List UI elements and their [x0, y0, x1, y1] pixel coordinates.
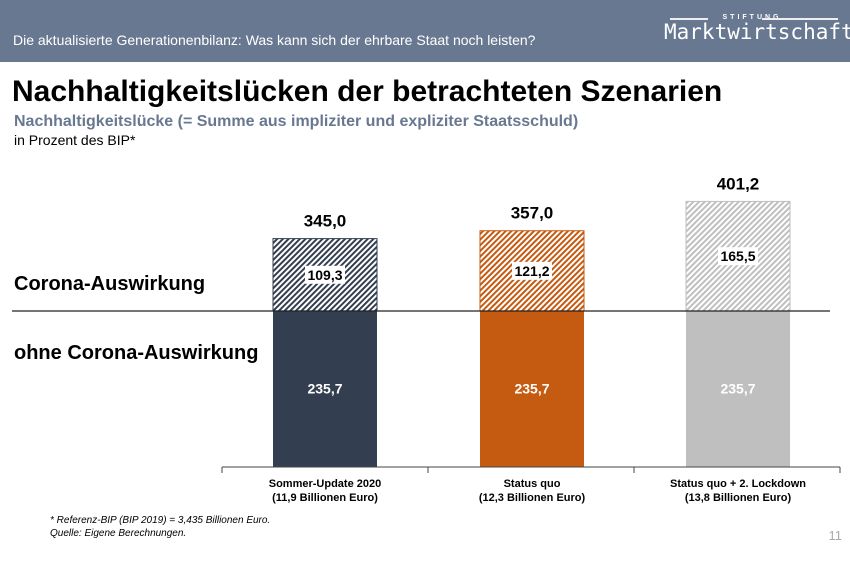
category-label: Status quo + 2. Lockdown (13,8 Billionen … — [638, 477, 838, 505]
unit-label: in Prozent des BIP* — [14, 132, 136, 148]
bar-base — [480, 310, 584, 467]
bar-base — [686, 310, 790, 467]
label-corona: 121,2 — [514, 263, 549, 279]
category-label: Sommer-Update 2020 (11,9 Billionen Euro) — [225, 477, 425, 505]
category-line: Status quo — [503, 478, 561, 490]
category-line: (11,9 Billionen Euro) — [272, 492, 378, 504]
category-line: Sommer-Update 2020 — [268, 478, 382, 490]
page-number: 11 — [828, 528, 843, 543]
logo: STIFTUNG Marktwirtschaft — [664, 14, 850, 44]
category-line: Status quo + 2. Lockdown — [670, 478, 806, 490]
footnote: * Referenz-BIP (BIP 2019) = 3,435 Billio… — [50, 515, 271, 526]
label-corona: 109,3 — [307, 267, 342, 283]
category-line: (13,8 Billionen Euro) — [684, 492, 792, 504]
label-corona: 165,5 — [720, 248, 755, 264]
label-bg — [512, 261, 552, 280]
source: Quelle: Eigene Berechnungen. — [50, 528, 187, 539]
label-base: 235,7 — [720, 381, 755, 397]
label-base: 235,7 — [514, 381, 549, 397]
corona-label: Corona-Auswirkung — [14, 273, 206, 295]
logo-main: Marktwirtschaft — [664, 20, 850, 44]
label-total: 345,0 — [304, 212, 347, 231]
presentation-title: Die aktualisierte Generationenbilanz: Wa… — [13, 32, 536, 48]
label-bg — [718, 247, 758, 266]
label-bg — [305, 265, 345, 284]
category-label: Status quo (12,3 Billionen Euro) — [432, 477, 632, 505]
header-bar: Die aktualisierte Generationenbilanz: Wa… — [0, 0, 850, 62]
subtitle: Nachhaltigkeitslücke (= Summe aus impliz… — [14, 113, 579, 130]
label-total: 357,0 — [511, 204, 554, 223]
logo-top: STIFTUNG — [664, 14, 840, 21]
label-total: 401,2 — [717, 174, 760, 193]
label-base: 235,7 — [307, 381, 342, 397]
no-corona-label: ohne Corona-Auswirkung — [14, 342, 259, 364]
bar-base — [273, 310, 377, 467]
category-line: (12,3 Billionen Euro) — [478, 492, 586, 504]
page-title: Nachhaltigkeitslücken der betrachteten S… — [12, 75, 723, 108]
